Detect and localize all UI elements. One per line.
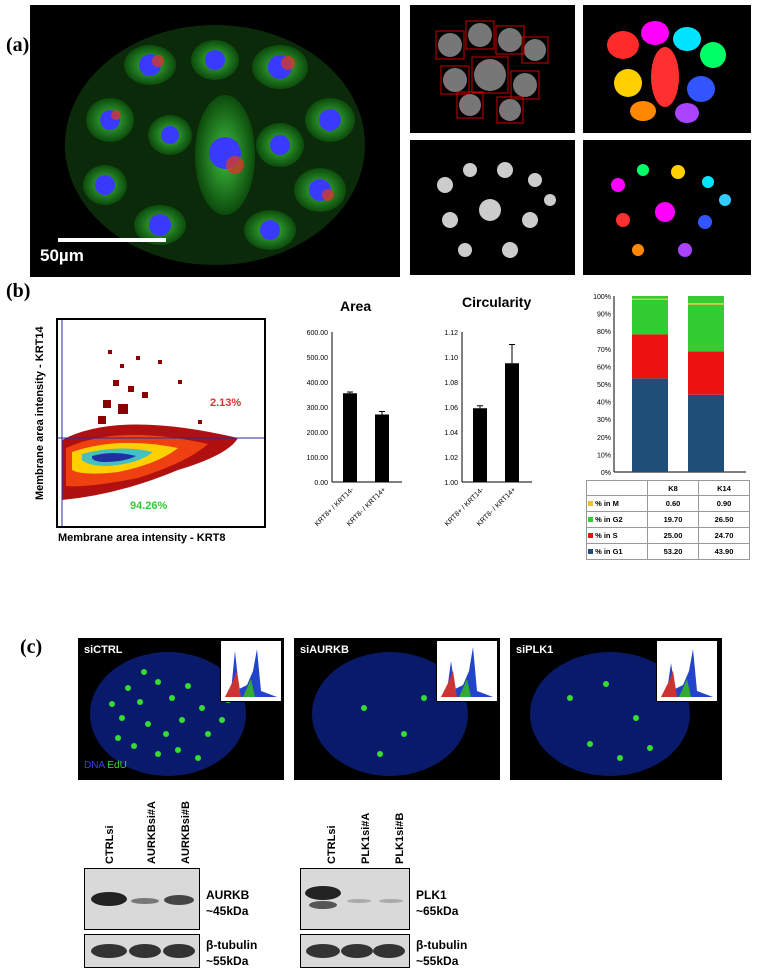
y-tick-label: 300.00 — [307, 405, 329, 412]
legend-swatch-g2 — [588, 517, 593, 522]
blot1-protein: AURKB — [206, 888, 250, 902]
stack-segment — [688, 304, 724, 352]
legend-swatch-g1 — [588, 549, 593, 554]
stack-segment — [688, 296, 724, 304]
legend-swatch-m — [588, 501, 593, 506]
stack-segment — [632, 334, 668, 379]
y-tick-label: 100% — [593, 294, 611, 301]
lane-label: PLK1si#B — [394, 812, 406, 864]
nuclei-image — [410, 140, 575, 275]
y-tick-label: 400.00 — [307, 380, 329, 387]
y-tick-label: 600.00 — [307, 330, 329, 337]
tubulin-blot-1 — [84, 934, 200, 968]
table-row: % in G1 53.20 43.90 — [586, 543, 750, 560]
scale-bar-label: 50µm — [40, 246, 84, 265]
siPLK1-image: siPLK1 — [510, 638, 722, 780]
scatter-plot: 2.13% 94.26% — [56, 318, 266, 528]
histogram-inset — [436, 640, 498, 702]
y-tick-label: 200.00 — [307, 430, 329, 437]
scatter-density — [58, 320, 264, 526]
area-chart-title: Area — [340, 298, 372, 314]
plk1-blot — [300, 868, 410, 930]
circularity-chart-title: Circularity — [462, 294, 532, 310]
lane-label: CTRLsi — [326, 825, 338, 865]
bar — [473, 408, 487, 482]
y-tick-label: 10% — [597, 452, 611, 459]
stack-segment — [632, 296, 668, 299]
y-tick-label: 0.00 — [314, 480, 328, 487]
blot2-loading: β-tubulin — [416, 938, 468, 952]
stack-segment — [688, 394, 724, 472]
y-tick-label: 30% — [597, 417, 611, 424]
y-tick-label: 1.12 — [444, 330, 458, 337]
y-tick-label: 500.00 — [307, 355, 329, 362]
stack-segment — [688, 351, 724, 395]
stack-segment — [688, 303, 724, 305]
image-label-siplk1: siPLK1 — [516, 644, 554, 656]
scatter-x-label: Membrane area intensity - KRT8 — [58, 532, 226, 544]
y-tick-label: 100.00 — [307, 455, 329, 462]
blot1-loading-kda: ~55kDa — [206, 954, 249, 968]
cell-cycle-stacked-chart: 100% 90% 80% 70% 60% 50% 40% 30% 20% 10% 0% K8 K14… — [586, 290, 756, 560]
aurkb-blot — [84, 868, 200, 930]
lower-quadrant-percent: 94.26% — [130, 500, 168, 512]
stack-segment — [632, 298, 668, 300]
image-label-sictrl: siCTRL — [84, 644, 123, 656]
lane-label: AURKBsi#B — [180, 801, 192, 864]
table-row: % in M 0.60 0.90 — [586, 495, 750, 512]
siCTRL-image: siCTRL DNA EdU — [78, 638, 284, 780]
panel-label-b: (b) — [6, 280, 31, 302]
stack-segment — [632, 299, 668, 335]
col-header-k8: K8 — [647, 480, 699, 496]
y-tick-label: 1.02 — [444, 455, 458, 462]
y-tick-label: 1.08 — [444, 380, 458, 387]
fluorescence-micrograph — [58, 25, 365, 265]
histogram-inset — [220, 640, 282, 702]
bar — [343, 393, 357, 482]
stack-segment — [632, 378, 668, 472]
nuclei-mask-image — [583, 140, 751, 275]
histogram-inset — [656, 640, 718, 702]
y-tick-label: 1.10 — [444, 355, 458, 362]
siAURKB-image: siAURKB — [294, 638, 500, 780]
table-row: % in G2 19.70 26.50 — [586, 511, 750, 528]
channel-legend: DNA EdU — [84, 760, 127, 771]
y-tick-label: 1.06 — [444, 405, 458, 412]
panel-label-c: (c) — [20, 636, 43, 658]
lane-label: CTRLsi — [104, 825, 116, 865]
blot2-loading-kda: ~55kDa — [416, 954, 459, 968]
scatter-y-label: Membrane area intensity - KRT14 — [34, 326, 46, 500]
cell-cycle-table: K8 K14 % in M 0.60 0.90 % in G2 19.70 26… — [586, 480, 750, 560]
y-tick-label: 90% — [597, 312, 611, 319]
segmentation-boxes-image — [410, 5, 575, 133]
circularity-chart: 1.12 1.10 1.08 1.06 1.04 1.02 1.00 KRT8+ / KRT1… — [418, 326, 548, 556]
area-chart: 600.00 500.00 400.00 300.00 200.00 100.00 0.00… — [288, 326, 418, 556]
image-label-siaurkb: siAURKB — [300, 644, 349, 656]
y-tick-label: 50% — [597, 382, 611, 389]
y-tick-label: 0% — [601, 470, 611, 477]
y-tick-label: 70% — [597, 347, 611, 354]
blot1-loading: β-tubulin — [206, 938, 258, 952]
blot1-kda: ~45kDa — [206, 904, 249, 918]
y-tick-label: 40% — [597, 400, 611, 407]
y-tick-label: 60% — [597, 364, 611, 371]
cell-colony-image — [30, 5, 400, 277]
tubulin-blot-2 — [300, 934, 410, 968]
upper-quadrant-percent: 2.13% — [210, 397, 242, 409]
bar — [505, 363, 519, 482]
panel-label-a: (a) — [6, 34, 30, 56]
blot2-kda: ~65kDa — [416, 904, 459, 918]
blot2-protein: PLK1 — [416, 888, 447, 902]
bar — [375, 414, 389, 482]
cell-mask-image — [583, 5, 751, 133]
table-row: % in S 25.00 24.70 — [586, 527, 750, 544]
y-tick-label: 20% — [597, 435, 611, 442]
y-tick-label: 1.00 — [444, 480, 458, 487]
y-tick-label: 1.04 — [444, 430, 458, 437]
lane-label: AURKBsi#A — [146, 801, 158, 864]
col-header-k14: K14 — [698, 480, 750, 496]
y-tick-label: 80% — [597, 329, 611, 336]
legend-swatch-s — [588, 533, 593, 538]
lane-label: PLK1si#A — [360, 812, 372, 864]
